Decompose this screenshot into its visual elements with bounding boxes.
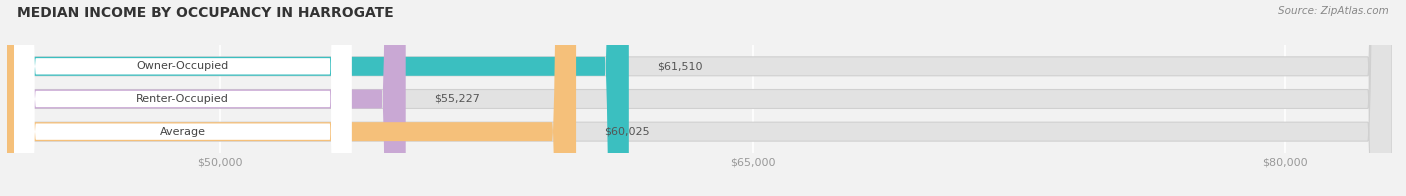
FancyBboxPatch shape [14, 0, 352, 196]
FancyBboxPatch shape [7, 0, 628, 196]
FancyBboxPatch shape [7, 0, 576, 196]
FancyBboxPatch shape [14, 0, 352, 196]
FancyBboxPatch shape [7, 0, 1392, 196]
FancyBboxPatch shape [7, 0, 1392, 196]
FancyBboxPatch shape [14, 0, 352, 196]
Text: MEDIAN INCOME BY OCCUPANCY IN HARROGATE: MEDIAN INCOME BY OCCUPANCY IN HARROGATE [17, 6, 394, 20]
Text: Average: Average [160, 127, 205, 137]
Text: Source: ZipAtlas.com: Source: ZipAtlas.com [1278, 6, 1389, 16]
FancyBboxPatch shape [7, 0, 1392, 196]
Text: $61,510: $61,510 [657, 61, 703, 71]
Text: $55,227: $55,227 [434, 94, 479, 104]
FancyBboxPatch shape [7, 0, 406, 196]
Text: Owner-Occupied: Owner-Occupied [136, 61, 229, 71]
Text: Renter-Occupied: Renter-Occupied [136, 94, 229, 104]
Text: $60,025: $60,025 [605, 127, 650, 137]
